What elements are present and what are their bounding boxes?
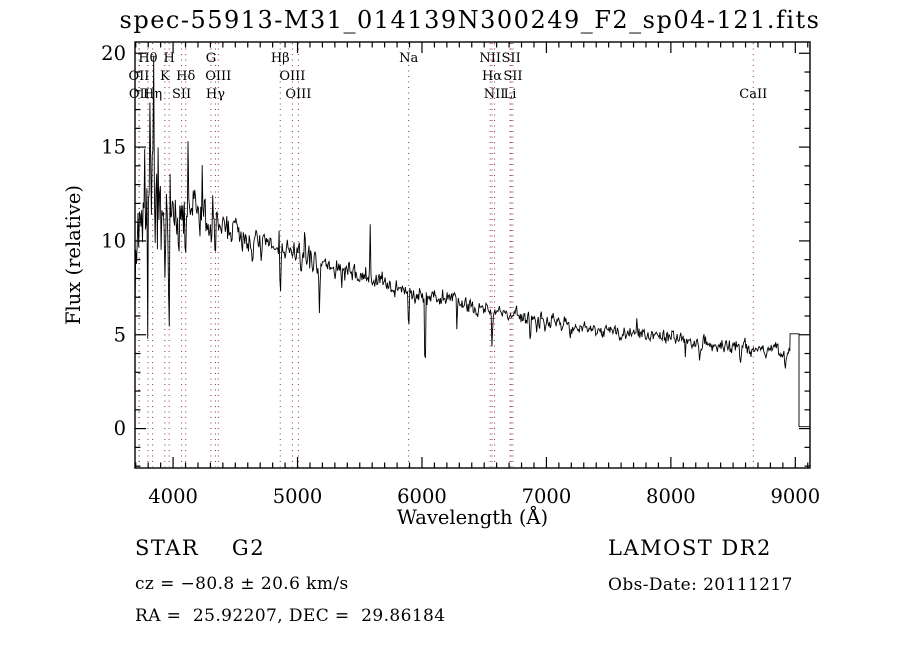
x-axis-ticks xyxy=(135,42,809,468)
coordinates-label: RA = 25.92207, DEC = 29.86184 xyxy=(135,606,446,626)
y-axis-title: Flux (relative) xyxy=(62,185,85,325)
spectral-line-label: H xyxy=(163,51,174,66)
spectral-line-label: SII xyxy=(503,69,522,84)
spectral-line-label: OIII xyxy=(285,87,311,102)
spectral-line-label: OIII xyxy=(205,69,231,84)
obs-date-label: Obs-Date: 20111217 xyxy=(608,575,793,595)
y-tick-labels: 0 5 10 15 20 xyxy=(101,42,126,440)
x-tick-label: 8000 xyxy=(646,485,696,508)
y-tick-label: 5 xyxy=(114,323,126,346)
y-tick-label: 20 xyxy=(101,42,126,65)
radial-velocity-label: cz = −80.8 ± 20.6 km/s xyxy=(135,574,349,594)
spectral-line-labels: OII OII Hθ Hη KH SII Hδ G Hγ OIII Hβ OIII OIII Na NII H… xyxy=(129,51,768,102)
spectral-line-label: CaII xyxy=(739,87,767,102)
spectral-line-label: Hβ xyxy=(271,51,290,66)
spectral-line-label: NII xyxy=(479,51,501,66)
x-tick-label: 6000 xyxy=(397,485,447,508)
x-tick-label: 7000 xyxy=(522,485,572,508)
spectral-line-label: Hη xyxy=(143,87,162,102)
spectrum-trace xyxy=(134,55,810,428)
spectral-line-markers xyxy=(138,43,754,467)
spectral-line-label: Li xyxy=(504,87,517,102)
spectral-line-label: Hγ xyxy=(206,87,225,102)
y-tick-label: 10 xyxy=(101,229,126,252)
spectral-line-label: Hα xyxy=(482,69,502,84)
spectral-line-label: SII xyxy=(502,51,521,66)
y-axis-ticks xyxy=(135,52,810,467)
page-title: spec-55913-M31_014139N300249_F2_sp04-121… xyxy=(119,6,821,34)
spectral-line-label: K xyxy=(160,69,170,84)
survey-release-label: LAMOST DR2 xyxy=(608,536,772,560)
spectral-line-label: NII xyxy=(484,87,506,102)
x-axis-title: Wavelength (Å) xyxy=(397,504,548,529)
x-tick-label: 4000 xyxy=(148,485,198,508)
plot-frame xyxy=(134,41,811,469)
x-tick-label: 9000 xyxy=(770,485,820,508)
y-tick-label: 15 xyxy=(101,136,126,159)
x-tick-label: 5000 xyxy=(273,485,323,508)
y-tick-label: 0 xyxy=(114,417,126,440)
spectral-line-label: OII xyxy=(129,69,150,84)
x-tick-labels: 4000 5000 6000 7000 8000 9000 xyxy=(148,485,820,508)
spectral-line-label: Hδ xyxy=(176,69,195,84)
object-class-label: STAR G2 xyxy=(135,536,266,560)
spectral-line-label: OIII xyxy=(279,69,305,84)
spectral-line-label: OII xyxy=(129,87,150,102)
spectral-line-label: SII xyxy=(172,87,191,102)
spectral-line-label: Hθ xyxy=(138,51,157,66)
spectral-line-label: Na xyxy=(399,51,418,66)
spectral-line-label: G xyxy=(206,51,216,66)
